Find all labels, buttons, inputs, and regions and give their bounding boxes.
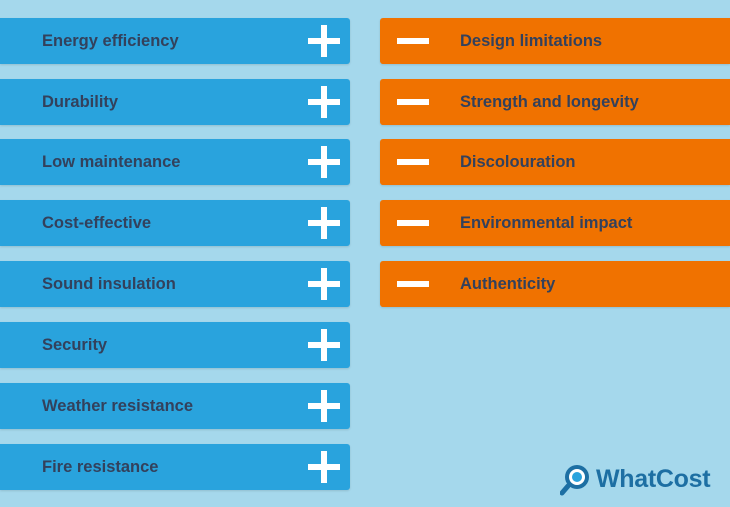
plus-icon — [308, 207, 340, 239]
pro-label: Weather resistance — [42, 396, 194, 415]
plus-icon — [308, 146, 340, 178]
pro-label: Security — [42, 335, 108, 354]
logo-text: WhatCost — [596, 464, 711, 493]
plus-icon — [308, 390, 340, 422]
pro-item: Energy efficiency — [0, 18, 350, 64]
minus-icon — [397, 159, 429, 165]
pro-item: Weather resistance — [0, 383, 350, 429]
con-label: Authenticity — [460, 274, 556, 293]
con-item: Strength and longevity — [380, 79, 730, 125]
pro-label: Low maintenance — [42, 152, 181, 171]
con-label: Discolouration — [460, 152, 576, 171]
pro-item: Low maintenance — [0, 139, 350, 185]
con-item: Discolouration — [380, 139, 730, 185]
con-item: Authenticity — [380, 261, 730, 307]
pro-label: Durability — [42, 92, 119, 111]
minus-icon — [397, 281, 429, 287]
con-label: Design limitations — [460, 31, 603, 50]
plus-icon — [308, 451, 340, 483]
pro-item: Fire resistance — [0, 444, 350, 490]
con-label: Strength and longevity — [460, 92, 639, 111]
whatcost-logo: WhatCost — [560, 462, 711, 496]
plus-icon — [308, 86, 340, 118]
pro-item: Cost-effective — [0, 200, 350, 246]
pro-item: Durability — [0, 79, 350, 125]
plus-icon — [308, 25, 340, 57]
pro-label: Fire resistance — [42, 457, 159, 476]
minus-icon — [397, 38, 429, 44]
plus-icon — [308, 268, 340, 300]
con-item: Environmental impact — [380, 200, 730, 246]
minus-icon — [397, 99, 429, 105]
con-label: Environmental impact — [460, 213, 633, 232]
pro-label: Cost-effective — [42, 213, 152, 232]
pro-label: Energy efficiency — [42, 31, 179, 50]
pro-label: Sound insulation — [42, 274, 176, 293]
magnifier-icon — [560, 465, 589, 496]
pro-item: Security — [0, 322, 350, 368]
plus-icon — [308, 329, 340, 361]
con-item: Design limitations — [380, 18, 730, 64]
pro-item: Sound insulation — [0, 261, 350, 307]
minus-icon — [397, 220, 429, 226]
